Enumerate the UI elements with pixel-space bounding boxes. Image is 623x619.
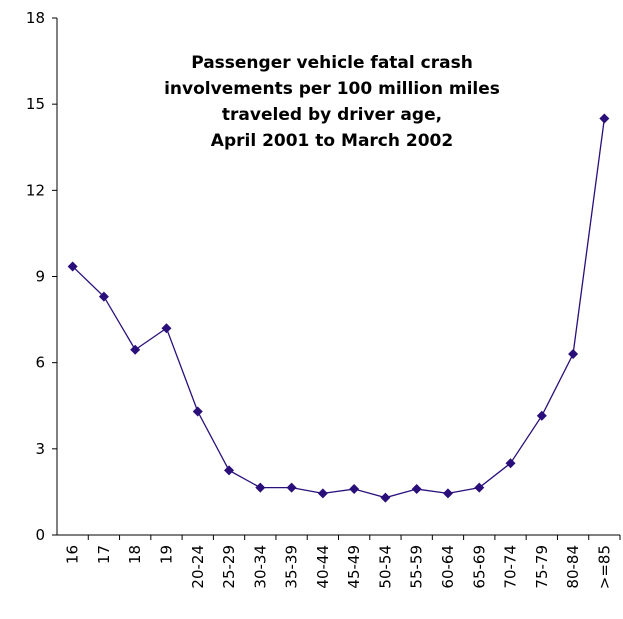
marker xyxy=(536,410,547,421)
marker xyxy=(67,261,78,272)
x-tick-label: 65-69 xyxy=(470,545,488,589)
y-tick-label: 0 xyxy=(35,526,45,544)
y-tick-label: 15 xyxy=(26,95,45,113)
x-tick-label: >=85 xyxy=(595,545,613,589)
x-tick-label: 40-44 xyxy=(314,545,332,589)
x-tick-label: 50-54 xyxy=(376,545,394,589)
x-tick-label: 16 xyxy=(64,545,82,564)
y-tick-label: 9 xyxy=(35,268,45,286)
y-tick-label: 12 xyxy=(26,181,45,199)
marker xyxy=(130,344,141,355)
x-tick-label: 18 xyxy=(126,545,144,564)
x-tick-label: 17 xyxy=(95,545,113,564)
x-tick-label: 20-24 xyxy=(189,545,207,589)
marker xyxy=(599,113,610,124)
x-tick-label: 30-34 xyxy=(251,545,269,589)
x-tick-label: 70-74 xyxy=(502,545,520,589)
marker xyxy=(98,291,109,302)
line xyxy=(72,118,606,499)
marker xyxy=(411,484,422,495)
x-tick-label: 55-59 xyxy=(408,545,426,589)
chart-title: traveled by driver age, xyxy=(222,105,442,125)
marker xyxy=(317,488,328,499)
chart-title: April 2001 to March 2002 xyxy=(211,131,453,151)
y-tick-label: 6 xyxy=(35,354,45,372)
y-tick-label: 18 xyxy=(26,9,45,27)
chart-title: involvements per 100 million miles xyxy=(164,79,500,99)
marker xyxy=(380,492,391,503)
marker xyxy=(286,482,297,493)
x-tick-label: 80-84 xyxy=(564,545,582,589)
chart-title: Passenger vehicle fatal crash xyxy=(191,53,473,73)
marker xyxy=(349,484,360,495)
marker xyxy=(568,349,579,360)
x-tick-label: 75-79 xyxy=(533,545,551,589)
x-tick-label: 45-49 xyxy=(345,545,363,589)
y-tick-label: 3 xyxy=(35,440,45,458)
x-tick-label: 60-64 xyxy=(439,545,457,589)
marker xyxy=(505,458,516,469)
marker xyxy=(161,323,172,334)
x-tick-label: 25-29 xyxy=(220,545,238,589)
x-tick-label: 19 xyxy=(157,545,175,564)
marker xyxy=(255,482,266,493)
marker xyxy=(474,482,485,493)
marker xyxy=(442,488,453,499)
marker xyxy=(192,406,203,417)
x-tick-label: 35-39 xyxy=(283,545,301,589)
marker xyxy=(224,465,235,476)
